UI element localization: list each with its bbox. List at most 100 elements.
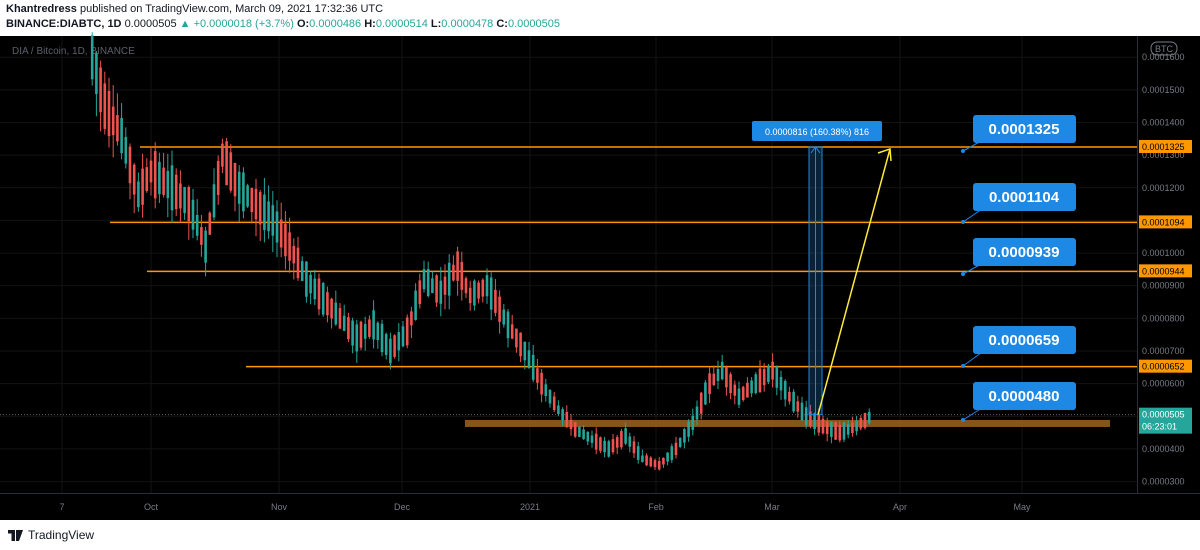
candle-body <box>372 310 375 340</box>
candle-body <box>258 192 262 225</box>
candle-body <box>145 167 149 192</box>
candle-body <box>578 426 581 438</box>
candle-body <box>804 407 808 426</box>
candle-body <box>632 441 636 454</box>
candle-body <box>586 431 590 442</box>
candle-body <box>271 205 275 236</box>
candle-body <box>401 326 405 347</box>
author-name[interactable]: Khantredress <box>6 3 77 15</box>
candle-body <box>363 324 367 339</box>
candle-body <box>678 437 682 448</box>
candle-body <box>485 275 489 297</box>
candle-body <box>687 421 690 437</box>
level-price-tag <box>1139 359 1192 373</box>
candle-body <box>657 461 661 470</box>
projection-line <box>817 148 891 415</box>
candle-body <box>166 170 170 199</box>
x-tick-label: Oct <box>144 502 159 512</box>
candle-body <box>225 141 228 186</box>
y-tick-label: 0.0000800 <box>1142 313 1185 323</box>
candle-body <box>489 277 493 310</box>
candle-body <box>611 439 615 453</box>
candle-body <box>305 261 308 297</box>
candles <box>90 32 871 471</box>
y-tick-label: 0.0000300 <box>1142 477 1185 487</box>
candle-body <box>443 276 447 295</box>
candle-body <box>590 435 594 443</box>
candle-body <box>674 442 678 456</box>
candle-body <box>120 117 123 154</box>
candle-body <box>464 278 468 294</box>
candle-body <box>137 181 140 208</box>
y-tick-label: 0.0001200 <box>1142 183 1185 193</box>
candle-body <box>477 282 480 299</box>
candle-body <box>498 296 501 322</box>
level-price-tag-text: 0.0001094 <box>1142 217 1185 227</box>
candle-body <box>641 455 644 462</box>
target-pointer-dot <box>961 364 965 368</box>
candle-body <box>552 396 556 410</box>
candle-body <box>288 232 291 261</box>
tradingview-brand[interactable]: TradingView <box>28 528 95 542</box>
candle-body <box>128 146 132 184</box>
candle-body <box>468 287 472 304</box>
candle-body <box>561 409 564 421</box>
symbol-name: BINANCE:DIABTC, 1D <box>6 18 122 30</box>
candle-body <box>212 184 216 218</box>
candle-body <box>754 374 758 394</box>
y-tick-label: 0.0001300 <box>1142 150 1185 160</box>
price-chart[interactable]: DIA / Bitcoin, 1D, BINANCE BTC 0.0001600… <box>0 0 1200 520</box>
target-label-box <box>973 382 1076 410</box>
candle-body <box>204 230 207 263</box>
x-tick-label: Mar <box>764 502 780 512</box>
candle-body <box>704 382 707 405</box>
candle-body <box>830 421 833 437</box>
candle-body <box>355 324 359 352</box>
candle-body <box>439 280 443 304</box>
candle-body <box>649 457 653 467</box>
candle-body <box>347 317 350 340</box>
x-tick-label: May <box>1013 502 1031 512</box>
y-tick-label: 0.0001500 <box>1142 85 1185 95</box>
candle-body <box>565 412 569 428</box>
level-price-tag-text: 0.0000944 <box>1142 266 1185 276</box>
candle-body <box>107 90 111 137</box>
y-tick-label: 0.0001400 <box>1142 118 1185 128</box>
candle-body <box>284 223 287 257</box>
candle-body <box>636 446 640 460</box>
candle-body <box>813 413 816 430</box>
candle-body <box>275 211 279 243</box>
candle-body <box>666 452 669 462</box>
candle-body <box>216 161 220 195</box>
candle-body <box>380 323 384 353</box>
candle-body <box>523 341 527 361</box>
candle-body <box>494 289 497 313</box>
candle-body <box>292 245 296 264</box>
candle-body <box>200 227 203 245</box>
low-value: 0.0000478 <box>441 18 494 30</box>
candle-body <box>426 268 430 296</box>
x-tick-label: 2021 <box>520 502 540 512</box>
candle-body <box>384 334 388 355</box>
price-change: ▲ +0.0000018 (+3.7%) <box>179 18 294 30</box>
candle-body <box>855 420 858 432</box>
candle-body <box>237 171 241 204</box>
target-label-box <box>973 183 1076 211</box>
target-pointer-dot <box>961 149 965 153</box>
candle-body <box>720 361 724 380</box>
candle-body <box>267 201 270 232</box>
candle-body <box>867 411 871 424</box>
last-price-tag <box>1139 407 1192 434</box>
level-price-tag <box>1139 264 1192 278</box>
target-pointer-dot <box>961 220 965 224</box>
candle-body <box>569 419 573 430</box>
candle-body <box>603 440 606 453</box>
candle-body <box>670 446 674 460</box>
candle-body <box>750 380 753 394</box>
target-label-box <box>973 115 1076 143</box>
candle-body <box>767 365 770 383</box>
candle-body <box>435 275 438 303</box>
candle-body <box>821 418 825 434</box>
candle-body <box>582 429 585 440</box>
candle-body <box>195 214 199 236</box>
